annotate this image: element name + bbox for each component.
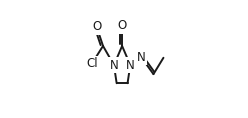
Text: O: O: [92, 20, 101, 33]
Text: O: O: [118, 19, 127, 32]
Text: N: N: [137, 51, 146, 64]
Text: N: N: [110, 59, 118, 72]
Text: N: N: [126, 59, 135, 72]
Text: Cl: Cl: [86, 57, 98, 70]
